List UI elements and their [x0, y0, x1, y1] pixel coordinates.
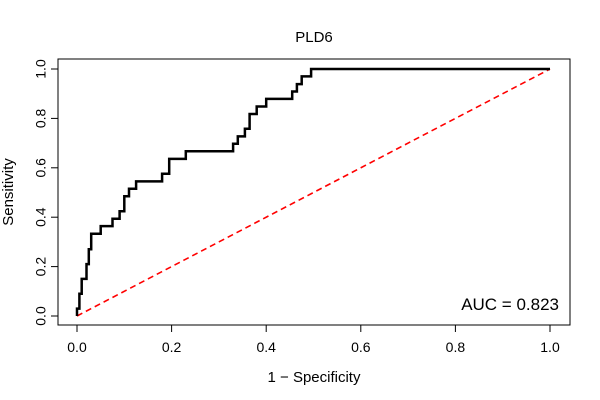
- x-tick-label: 0.6: [351, 339, 371, 355]
- x-tick-label: 0.0: [67, 339, 87, 355]
- roc-curve-line: [75, 67, 550, 316]
- x-tick-label: 0.4: [256, 339, 276, 355]
- auc-annotation: AUC = 0.823: [461, 295, 559, 314]
- y-tick-label: 0.8: [33, 108, 49, 128]
- y-tick-label: 0.6: [33, 158, 49, 178]
- chance-diagonal-line: [76, 68, 551, 317]
- y-tick-label: 0.0: [33, 306, 49, 326]
- x-tick-label: 0.2: [162, 339, 182, 355]
- y-axis: 0.0 0.2 0.4 0.6 0.8 1.0: [33, 59, 59, 326]
- x-tick-label: 0.8: [446, 339, 466, 355]
- y-axis-label: Sensitivity: [0, 158, 17, 226]
- y-tick-label: 1.0: [33, 59, 49, 79]
- chart-title: PLD6: [295, 29, 333, 46]
- x-axis-label: 1 − Specificity: [268, 369, 361, 386]
- x-tick-label: 1.0: [540, 339, 560, 355]
- y-tick-label: 0.4: [33, 207, 49, 227]
- x-axis: 0.0 0.2 0.4 0.6 0.8 1.0: [67, 324, 560, 355]
- y-tick-label: 0.2: [33, 257, 49, 277]
